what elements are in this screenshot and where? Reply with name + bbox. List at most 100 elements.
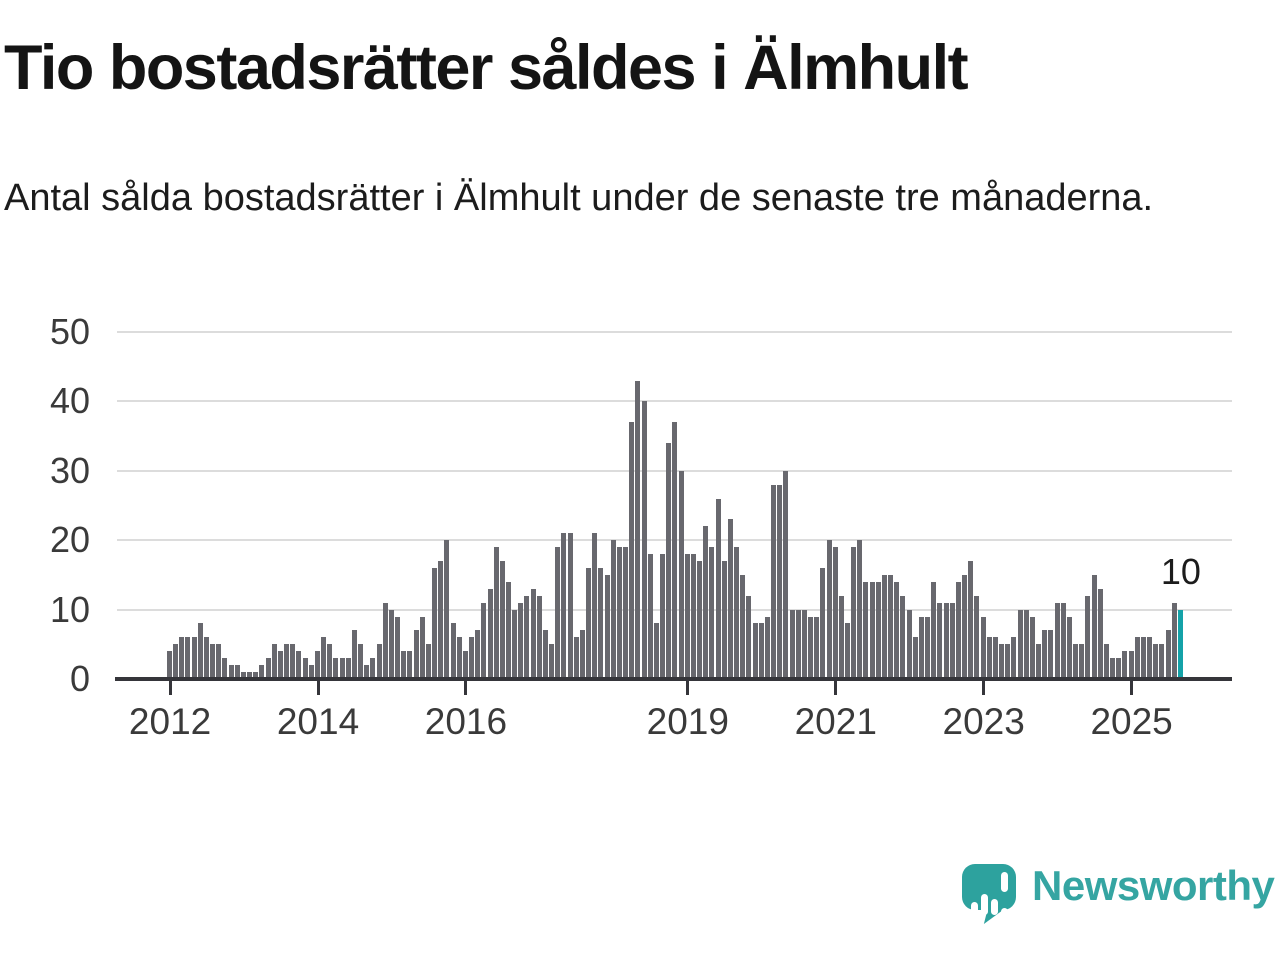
bar [444,540,450,679]
bar [586,567,592,679]
bar [432,567,438,679]
bar [629,422,635,679]
bar [925,616,931,679]
bar [308,665,314,679]
bar [351,630,357,679]
bar [777,484,783,679]
bar [1128,651,1134,679]
bar [253,672,259,679]
bar [228,665,234,679]
x-tick-2025 [1130,681,1134,695]
bar [1122,651,1128,679]
bar [949,602,955,679]
bar [795,609,801,679]
bar [844,623,850,679]
bar [715,498,721,679]
newsworthy-logo-icon [962,864,1016,924]
bar [302,658,308,679]
bar [567,533,573,679]
y-tick-label-10: 10 [49,588,90,630]
y-tick-label-30: 30 [49,449,90,491]
x-tick-label-2025: 2025 [1090,701,1173,742]
bar [327,644,333,679]
bar [234,665,240,679]
bar [592,533,598,679]
logo-chart-bar-3 [991,899,998,915]
x-tick-2014 [316,681,320,695]
bar [955,581,961,679]
bar [1153,644,1159,679]
bar [475,630,481,679]
bar [197,623,203,679]
bar [210,644,216,679]
bar [419,616,425,679]
bar [641,401,647,679]
x-tick-label-2012: 2012 [128,701,212,742]
bar [610,540,616,679]
bar [462,651,468,679]
x-tick-label-2014: 2014 [276,701,360,742]
bar [1097,588,1103,679]
bar [974,595,980,679]
bar [277,651,283,679]
bar [1066,616,1072,679]
bar [678,470,684,679]
bar [290,644,296,679]
bar [573,637,579,679]
bar [937,602,943,679]
bar [512,609,518,679]
x-tick-2012 [168,681,172,695]
bar [1023,609,1029,679]
bar [1042,630,1048,679]
bar [881,574,887,679]
bar [1116,658,1122,679]
bar [450,623,456,679]
bar [185,637,191,679]
bar [906,609,912,679]
bar [469,637,475,679]
bar [863,581,869,679]
bar [771,484,777,679]
bar [358,644,364,679]
bar [598,567,604,679]
bar [968,561,974,679]
bar [623,547,629,679]
bar [333,658,339,679]
bar [493,547,499,679]
bar [697,561,703,679]
bar [370,658,376,679]
bar [980,616,986,679]
logo-exclamation-bar [1001,872,1008,892]
x-axis-baseline [115,677,1232,681]
y-tick-label-50: 50 [49,311,90,352]
bar [734,547,740,679]
bar [395,616,401,679]
bar [875,581,881,679]
bar [271,644,277,679]
bar [1029,616,1035,679]
bar [499,561,505,679]
bar [191,637,197,679]
bar [1171,602,1177,679]
bar [518,602,524,679]
bar [1085,595,1091,679]
bar [555,547,561,679]
bar [647,554,653,679]
bar [721,561,727,679]
bar [851,547,857,679]
brand-name: Newsworthy [1032,862,1275,909]
bar [1073,644,1079,679]
bar [413,630,419,679]
bar [240,672,246,679]
bar [672,422,678,679]
bar [321,637,327,679]
bar [789,609,795,679]
bar [801,609,807,679]
bar [820,567,826,679]
bar [1159,644,1165,679]
bar [1011,637,1017,679]
gridline-50 [117,331,1232,333]
page-title: Tio bostadsrätter såldes i Älmhult [4,33,969,103]
bar [259,665,265,679]
